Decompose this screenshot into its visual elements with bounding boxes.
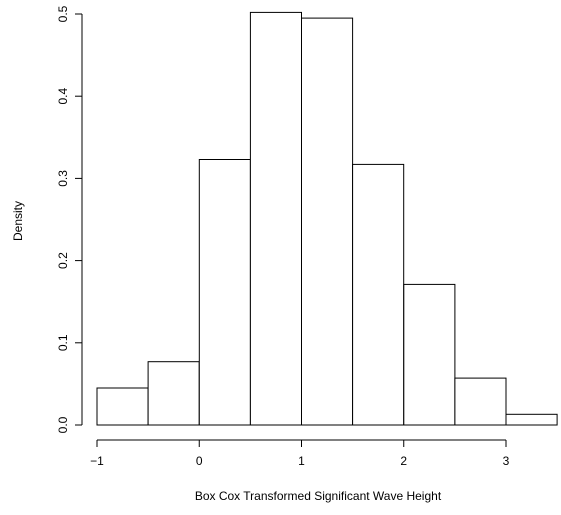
x-tick-label-0: −1 [90,454,104,468]
histogram-bar-0 [96,387,149,426]
histogram-bar-1 [147,361,200,426]
histogram-bars [96,11,558,426]
histogram-bar-5 [352,163,405,426]
histogram-bar-6 [403,283,456,426]
y-tick-label-5: 0.5 [56,5,70,22]
x-tick-label-4: 3 [503,454,510,468]
y-tick-label-3: 0.3 [56,170,70,187]
x-axis-title: Box Cox Transformed Significant Wave Hei… [195,489,442,503]
histogram-bar-2 [198,159,251,426]
y-tick-label-4: 0.4 [56,88,70,105]
histogram-bar-8 [505,413,558,426]
y-tick-label-1: 0.1 [56,334,70,351]
x-tick-label-1: 0 [196,454,203,468]
y-axis-title: Density [11,201,25,241]
x-tick-label-2: 1 [298,454,305,468]
x-axis: −1 0 1 2 3 [90,439,510,468]
y-tick-label-0: 0.0 [56,416,70,433]
histogram-bar-7 [454,377,507,426]
y-axis: 0.0 0.1 0.2 0.3 0.4 0.5 [56,5,83,433]
x-tick-label-3: 2 [400,454,407,468]
histogram-bar-3 [249,11,302,426]
histogram-bar-4 [301,17,354,426]
y-tick-label-2: 0.2 [56,252,70,269]
